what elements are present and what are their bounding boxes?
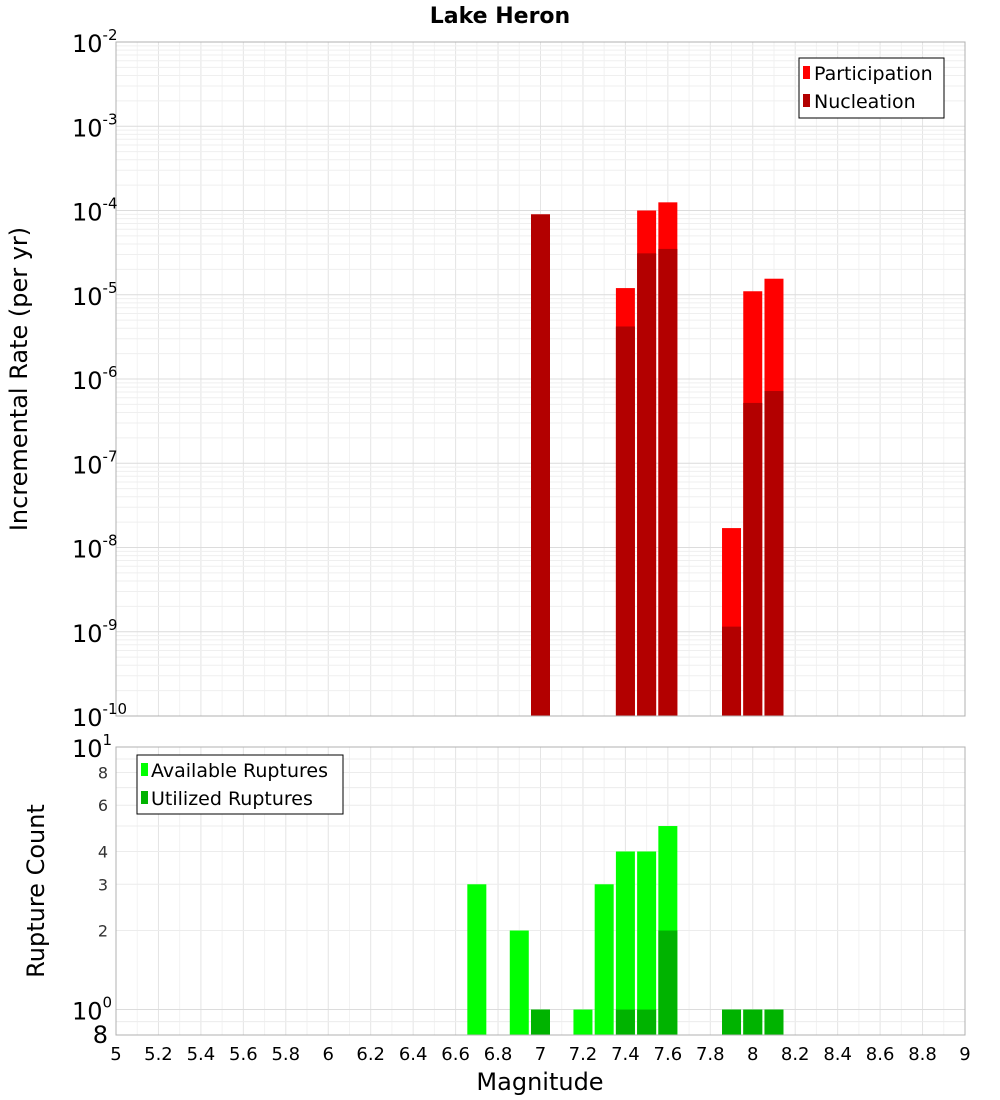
count-y-minor-tick-label: 8	[93, 1021, 108, 1049]
x-tick-label: 8.6	[866, 1044, 895, 1065]
x-tick-label: 5.8	[271, 1044, 300, 1065]
nucleation-bar	[531, 214, 550, 716]
available-legend-label: Available Ruptures	[151, 760, 328, 782]
count-legend: Available Ruptures Utilized Ruptures	[136, 754, 344, 815]
rate-y-tick-label: 10-9	[72, 616, 118, 648]
x-tick-label: 8.2	[781, 1044, 810, 1065]
x-tick-label: 6	[323, 1044, 334, 1065]
available-ruptures-bar	[509, 930, 529, 1035]
x-tick-label: 5	[110, 1044, 121, 1065]
utilized-legend-swatch	[141, 791, 148, 804]
available-ruptures-bar	[594, 884, 614, 1035]
count-y-axis-label: Rupture Count	[22, 804, 50, 978]
count-bars	[467, 826, 784, 1035]
nucleation-legend-swatch	[803, 94, 810, 107]
x-tick-label: 6.4	[399, 1044, 428, 1065]
nucleation-bar	[658, 248, 678, 716]
rate-legend: Participation Nucleation	[798, 57, 945, 119]
count-y-minor-tick-label: 2	[98, 922, 108, 941]
utilized-legend-label: Utilized Ruptures	[151, 788, 313, 810]
rate-y-ticks: 10-10 10-9 10-8 10-7 10-6 10-5 10-4 10-3 10-2	[72, 26, 127, 732]
rate-y-axis-label: Incremental Rate (per yr)	[5, 227, 33, 531]
x-tick-label: 5.4	[187, 1044, 216, 1065]
utilized-ruptures-bar	[658, 930, 678, 1035]
x-tick-label: 6.8	[484, 1044, 513, 1065]
participation-legend-label: Participation	[814, 63, 933, 85]
utilized-ruptures-bar	[722, 1009, 742, 1035]
rate-panel: 10-10 10-9 10-8 10-7 10-6 10-5 10-4 10-3 10-2 In…	[5, 26, 966, 732]
rate-y-tick-label: 10-10	[72, 700, 127, 732]
count-y-minor-tick-label: 6	[98, 796, 108, 815]
utilized-ruptures-bar	[637, 1009, 657, 1035]
rate-bars	[531, 202, 784, 716]
x-tick-label: 8.4	[823, 1044, 852, 1065]
available-ruptures-bar	[467, 884, 487, 1035]
x-tick-label: 8	[747, 1044, 758, 1065]
nucleation-bar	[637, 253, 657, 716]
utilized-ruptures-bar	[615, 1009, 635, 1035]
available-ruptures-bar	[573, 1009, 593, 1035]
count-legend-box	[136, 754, 344, 815]
utilized-ruptures-bar	[531, 1009, 550, 1035]
count-y-minor-tick-label: 3	[98, 875, 108, 894]
chart-title: Lake Heron	[430, 4, 570, 29]
count-y-minor-tick-label: 4	[98, 842, 108, 861]
available-ruptures-bar	[615, 851, 635, 1035]
nucleation-bar	[743, 402, 763, 716]
utilized-ruptures-bar	[743, 1009, 763, 1035]
x-axis-label: Magnitude	[476, 1068, 603, 1096]
x-tick-label: 7	[535, 1044, 546, 1065]
utilized-ruptures-bar	[764, 1009, 784, 1035]
count-plot-border	[115, 746, 966, 1036]
x-tick-label: 9	[959, 1044, 970, 1065]
count-y-minor-tick-label: 8	[98, 763, 108, 782]
x-tick-label: 7.8	[696, 1044, 725, 1065]
nucleation-bar	[764, 391, 784, 716]
nucleation-legend-label: Nucleation	[814, 91, 916, 113]
x-tick-label: 6.6	[441, 1044, 470, 1065]
x-tick-label: 7.2	[569, 1044, 598, 1065]
available-ruptures-bar	[637, 851, 657, 1035]
rate-y-tick-label: 10-4	[72, 195, 118, 227]
rate-y-tick-label: 10-7	[72, 447, 118, 479]
rate-y-tick-label: 10-2	[72, 26, 118, 58]
x-tick-label: 7.4	[611, 1044, 640, 1065]
count-y-tick-label: 100	[72, 994, 112, 1026]
x-tick-label: 5.6	[229, 1044, 258, 1065]
x-tick-label: 8.8	[908, 1044, 937, 1065]
count-y-tick-label: 101	[72, 731, 112, 763]
participation-legend-swatch	[803, 66, 810, 79]
rate-y-tick-label: 10-6	[72, 363, 118, 395]
rate-plot-border	[115, 41, 966, 717]
nucleation-bar	[722, 626, 742, 716]
available-legend-swatch	[141, 763, 148, 776]
x-tick-label: 7.6	[654, 1044, 683, 1065]
nucleation-bar	[615, 326, 635, 716]
rate-y-tick-label: 10-5	[72, 279, 118, 311]
rate-legend-box	[798, 57, 945, 119]
x-tick-label: 6.2	[356, 1044, 385, 1065]
rate-y-tick-label: 10-8	[72, 532, 118, 564]
x-tick-label: 5.2	[144, 1044, 173, 1065]
rate-y-tick-label: 10-3	[72, 110, 118, 142]
x-ticks: 5 5.2 5.4 5.6 5.8 6 6.2 6.4 6.6 6.8 7 7.2 7.4 7.6 7.8 8…	[110, 1044, 970, 1065]
